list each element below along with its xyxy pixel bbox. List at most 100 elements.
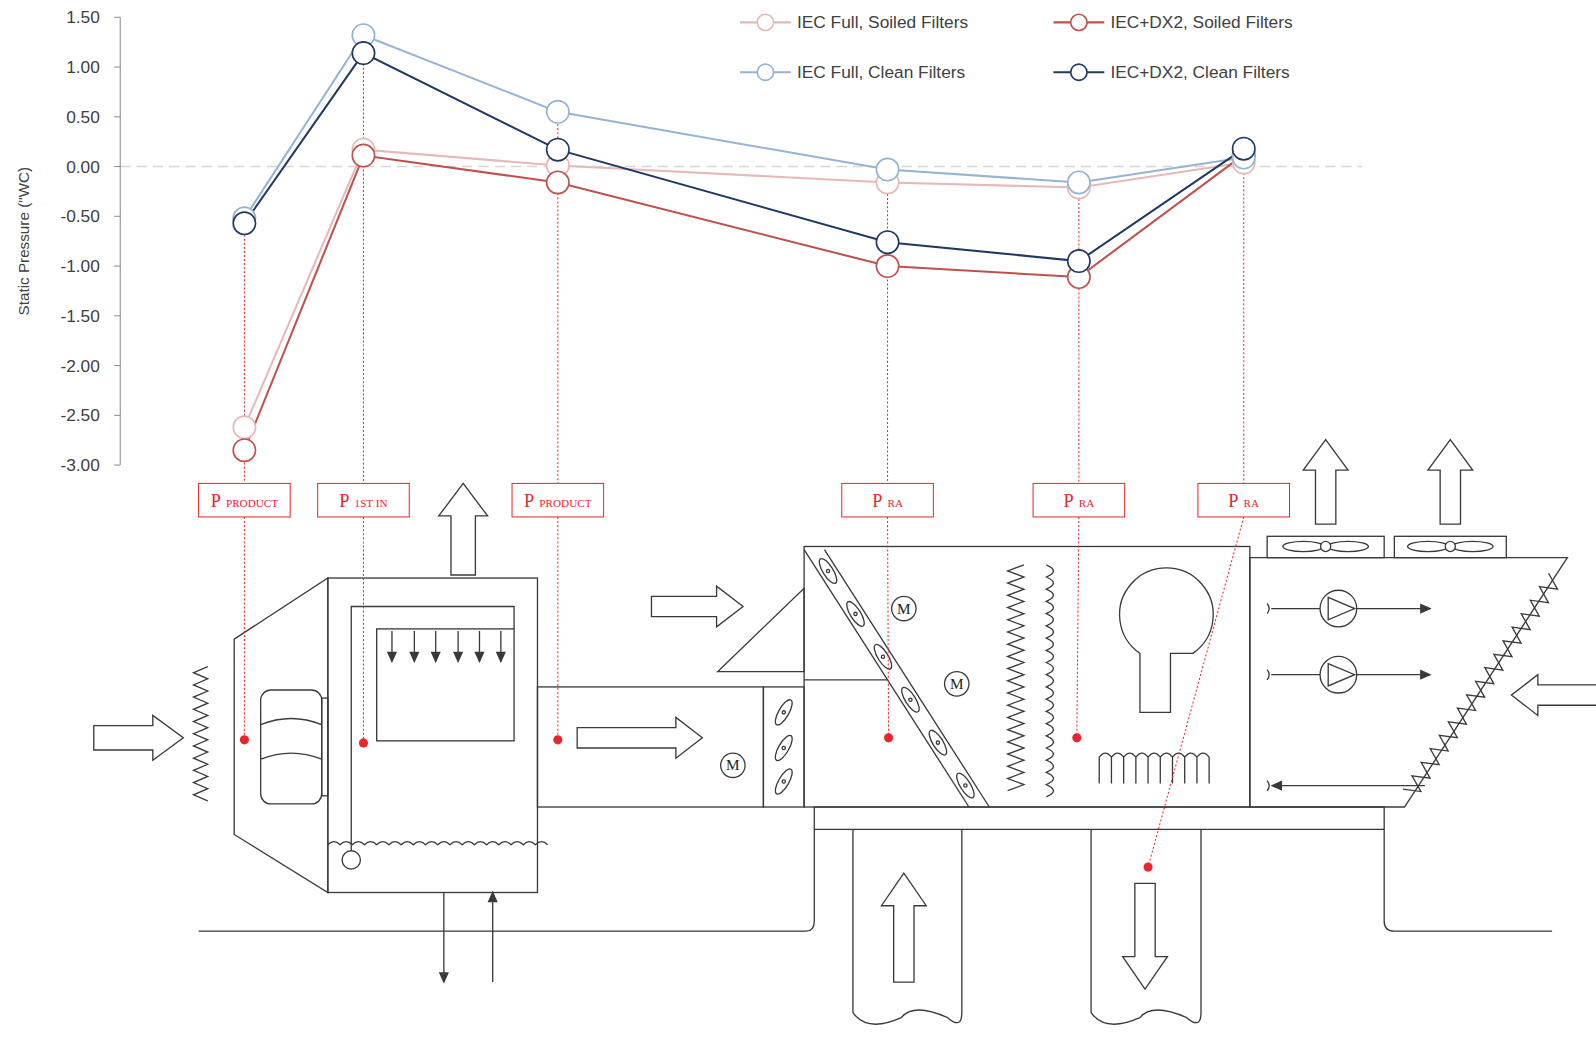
iec-fan-blades	[261, 718, 322, 759]
series-line	[244, 150, 1243, 428]
condenser-fan	[1394, 536, 1506, 557]
category-box	[318, 483, 410, 517]
series-marker	[233, 212, 255, 234]
category-label-main: P	[339, 491, 349, 511]
condenser-fan	[1267, 536, 1384, 557]
damper-blade	[899, 685, 923, 715]
legend-marker	[1071, 64, 1087, 80]
measurement-point	[553, 735, 562, 744]
category-label-sub: RA	[1079, 497, 1095, 509]
y-tick	[114, 266, 120, 267]
evaporator-coil	[1008, 565, 1024, 791]
iec-fan-mount	[322, 698, 328, 796]
damper-blade	[844, 599, 868, 629]
y-axis	[120, 17, 121, 465]
series-marker	[876, 231, 898, 253]
fan-blade	[1408, 541, 1449, 551]
legend-label: IEC Full, Clean Filters	[797, 62, 966, 82]
iec-fan	[261, 690, 322, 804]
y-tick-label: -3.00	[60, 455, 99, 475]
inlet-filter	[194, 667, 208, 801]
series-marker	[876, 158, 898, 180]
y-tick	[114, 116, 120, 117]
y-tick-label: 0.00	[66, 157, 100, 177]
iec-hood	[234, 578, 328, 892]
damper-blade	[772, 697, 795, 727]
damper-blade	[871, 642, 895, 672]
leader-line	[363, 517, 364, 743]
duct-flow-arrow	[577, 717, 702, 758]
series-marker	[233, 439, 255, 461]
motor	[945, 672, 969, 696]
series-marker	[547, 101, 569, 123]
iec-pump	[342, 851, 360, 869]
category-box	[512, 483, 604, 517]
y-tick-label: -1.50	[60, 306, 99, 326]
duct-damper	[763, 687, 804, 807]
supply-water-arrow	[492, 892, 493, 982]
arrow-head	[454, 652, 462, 661]
damper-pivot	[854, 612, 857, 615]
arrow-head	[388, 652, 396, 661]
arrow-head	[1272, 782, 1281, 790]
measurement-point	[240, 735, 249, 744]
series-line	[244, 155, 1243, 451]
y-tick-label: 1.00	[66, 57, 100, 77]
supply-air-arrow	[1123, 883, 1168, 989]
damper-blade	[816, 556, 840, 586]
damper-blade	[954, 771, 978, 801]
damper-pivot	[782, 746, 785, 749]
iec-media	[377, 629, 514, 741]
series-marker	[876, 255, 898, 277]
damper-pivot	[936, 741, 939, 744]
y-tick	[114, 365, 120, 366]
arrow-head	[489, 892, 497, 901]
leader-line	[244, 517, 245, 740]
chart: -3.00-2.50-2.00-1.50-1.00-0.500.000.501.…	[15, 7, 1362, 867]
y-axis-title: Static Pressure ("WC)	[15, 167, 32, 316]
series-line	[244, 53, 1243, 261]
legend-marker	[1071, 14, 1087, 30]
page: MMM-3.00-2.50-2.00-1.50-1.00-0.500.000.5…	[0, 0, 1596, 1037]
legend-item: IEC+DX2, Clean Filters	[1053, 62, 1290, 82]
y-tick	[114, 415, 120, 416]
intake-arrow	[94, 715, 184, 760]
series-marker	[1233, 137, 1255, 159]
mixing-damper	[824, 550, 989, 807]
compressor-symbol	[1328, 597, 1354, 619]
outdoor-air-arrow	[651, 586, 743, 627]
evaporator-coil	[1046, 565, 1053, 797]
category-box	[842, 483, 934, 517]
y-tick	[114, 166, 120, 167]
condenser-exhaust-arrow	[1428, 440, 1473, 524]
legend-item: IEC Full, Clean Filters	[740, 62, 966, 82]
condenser-section	[1250, 558, 1568, 807]
series-line	[244, 35, 1243, 218]
refrigerant-line	[1357, 608, 1430, 609]
series-marker	[352, 144, 374, 166]
fan-blade	[1452, 541, 1493, 551]
leader-line	[888, 517, 889, 738]
category-label-main: P	[524, 491, 534, 511]
motor-label: M	[897, 600, 911, 617]
series-marker	[352, 42, 374, 64]
y-tick-label: -2.00	[60, 356, 99, 376]
fan-blade	[1283, 541, 1324, 551]
y-tick	[114, 67, 120, 68]
motor	[721, 753, 745, 777]
drain-arrow	[443, 892, 444, 982]
category-label-sub: RA	[887, 497, 903, 509]
leader-line	[1148, 517, 1244, 867]
category-label: PPRODUCT	[211, 491, 279, 511]
series-marker	[1068, 250, 1090, 272]
damper-blade	[926, 728, 950, 758]
rtu-divider	[804, 679, 887, 680]
arrow-head	[440, 973, 448, 982]
damper-pivot	[826, 569, 829, 572]
y-tick	[114, 216, 120, 217]
legend-label: IEC Full, Soiled Filters	[797, 12, 968, 32]
pipe-break	[1267, 603, 1269, 613]
category-label: PRA	[1063, 491, 1094, 511]
refrigerant-line	[1271, 608, 1320, 609]
y-tick	[114, 315, 120, 316]
